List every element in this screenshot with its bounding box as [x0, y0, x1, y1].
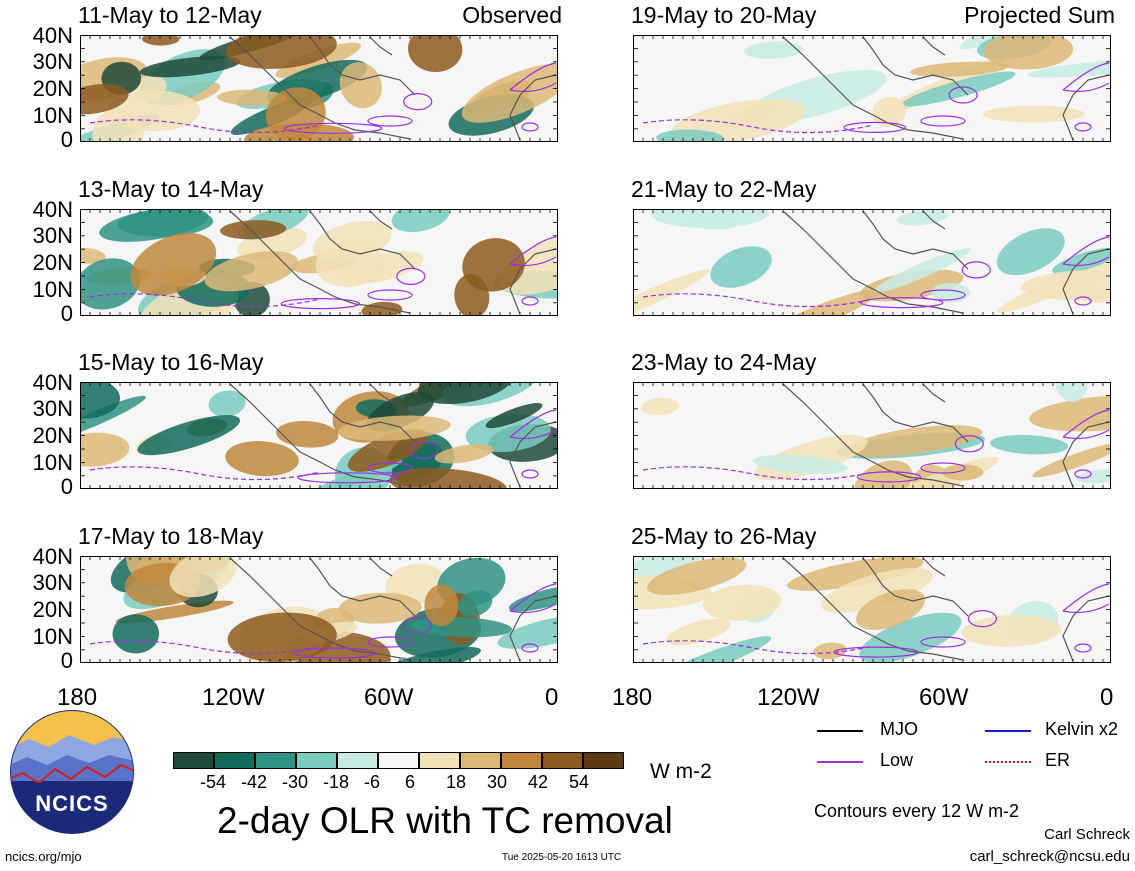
panel-observed-1: 11-May to 12-May Observed 40N 30N 20N 10N 0 [33, 2, 562, 152]
panel-date-range: 13-May to 14-May [78, 176, 264, 202]
lon-label-120w-right: 120W [757, 684, 820, 711]
panel-date-range: 11-May to 12-May [78, 2, 262, 28]
colorbar-swatch [542, 752, 583, 769]
logo-text: NCICS [35, 791, 109, 816]
legend-low-line [817, 761, 863, 763]
colorbar-swatch [255, 752, 296, 769]
colorbar-swatch [583, 752, 624, 769]
panel-date-range: 19-May to 20-May [631, 2, 817, 28]
contour-note: Contours every 12 W m-2 [814, 801, 1020, 821]
panel-date-range: 15-May to 16-May [78, 349, 264, 375]
colorbar-swatch [337, 752, 378, 769]
olr-anomaly-map [633, 556, 1111, 663]
colorbar-tick-label: 54 [569, 772, 590, 792]
colorbar-swatch [460, 752, 501, 769]
olr-anomaly-map [633, 35, 1111, 142]
legend-er-label: ER [1045, 750, 1071, 770]
colorbar-tick-label: 6 [405, 772, 416, 792]
lon-label-60w-left: 60W [364, 684, 414, 711]
lat-label: 0 [60, 474, 73, 499]
lat-label: 10N [32, 450, 73, 475]
panel-type-label: Projected Sum [964, 2, 1115, 28]
colorbar-tick-label: 42 [528, 772, 549, 792]
footer-author: Carl Schreck [1044, 826, 1130, 843]
lon-label-180-right: 180 [612, 684, 653, 711]
main-title: 2-day OLR with TC removal [217, 800, 673, 841]
olr-anomaly-map [80, 556, 558, 663]
panel-observed-2: 13-May to 14-May 40N 30N 20N 10N 0 [33, 176, 558, 326]
colorbar-units: W m-2 [650, 760, 712, 783]
lat-label: 10N [32, 277, 73, 302]
lon-label-0-right: 0 [1100, 684, 1114, 711]
legend-mjo-label: MJO [880, 719, 918, 739]
panel-projected-4: 25-May to 26-May [631, 523, 1111, 663]
lat-label: 30N [32, 396, 73, 421]
lon-label-0-left: 0 [545, 684, 559, 711]
colorbar-tick-label: -42 [241, 772, 268, 792]
colorbar-tick-label: -54 [200, 772, 227, 792]
colorbar-swatch [296, 752, 337, 769]
footer-url: ncics.org/mjo [5, 849, 82, 864]
legend-kelvin-line [985, 730, 1031, 732]
colorbar-swatch [501, 752, 542, 769]
colorbar-swatch [378, 752, 419, 769]
lon-label-180-left: 180 [57, 684, 98, 711]
colorbar-tick-label: -18 [323, 772, 350, 792]
panel-projected-1: 19-May to 20-May Projected Sum [631, 2, 1115, 142]
panel-projected-2: 21-May to 22-May [631, 176, 1111, 316]
colorbar-tick-label: -30 [282, 772, 309, 792]
panel-date-range: 21-May to 22-May [631, 176, 817, 202]
colorbar-swatch [173, 752, 214, 769]
lat-label: 30N [32, 49, 73, 74]
olr-anomaly-map [80, 35, 558, 142]
olr-anomaly-map [80, 209, 558, 316]
panel-projected-3: 23-May to 24-May [631, 349, 1111, 489]
panel-date-range: 23-May to 24-May [631, 349, 817, 375]
lat-label: 0 [60, 648, 73, 673]
panel-observed-4: 17-May to 18-May 40N 30N 20N 10N 0 [33, 523, 558, 673]
legend-low-label: Low [880, 750, 914, 770]
lat-label: 30N [32, 223, 73, 248]
ncics-logo: NCICS [9, 709, 135, 835]
lat-label: 20N [32, 597, 73, 622]
panel-date-range: 25-May to 26-May [631, 523, 817, 549]
lat-label: 10N [32, 624, 73, 649]
lat-label: 40N [32, 23, 73, 48]
lat-label: 0 [60, 127, 73, 152]
lat-label: 20N [32, 250, 73, 275]
lat-label: 40N [32, 544, 73, 569]
lat-label: 0 [60, 301, 73, 326]
olr-anomaly-map [633, 209, 1111, 316]
panel-observed-3: 15-May to 16-May 40N 30N 20N 10N 0 [33, 349, 558, 499]
lat-label: 30N [32, 570, 73, 595]
lat-label: 20N [32, 76, 73, 101]
colorbar-swatch [419, 752, 460, 769]
lat-label: 20N [32, 423, 73, 448]
colorbar-tick-label: 18 [446, 772, 467, 792]
colorbar-swatch [214, 752, 255, 769]
panel-date-range: 17-May to 18-May [78, 523, 264, 549]
lon-label-120w-left: 120W [202, 684, 265, 711]
colorbar-tick-label: 30 [487, 772, 508, 792]
lat-label: 40N [32, 197, 73, 222]
legend-kelvin-label: Kelvin x2 [1045, 719, 1119, 739]
lon-label-60w-right: 60W [919, 684, 969, 711]
olr-anomaly-map [80, 382, 558, 489]
footer-timestamp: Tue 2025-05-20 1613 UTC [502, 852, 622, 863]
footer-email: carl_schreck@ncsu.edu [969, 848, 1130, 865]
olr-anomaly-map [633, 382, 1111, 489]
legend-er-line [985, 761, 1031, 763]
lat-label: 10N [32, 103, 73, 128]
lat-label: 40N [32, 370, 73, 395]
panel-type-label: Observed [462, 2, 562, 28]
colorbar-tick-label: -6 [364, 772, 381, 792]
legend-mjo-line [817, 730, 863, 732]
